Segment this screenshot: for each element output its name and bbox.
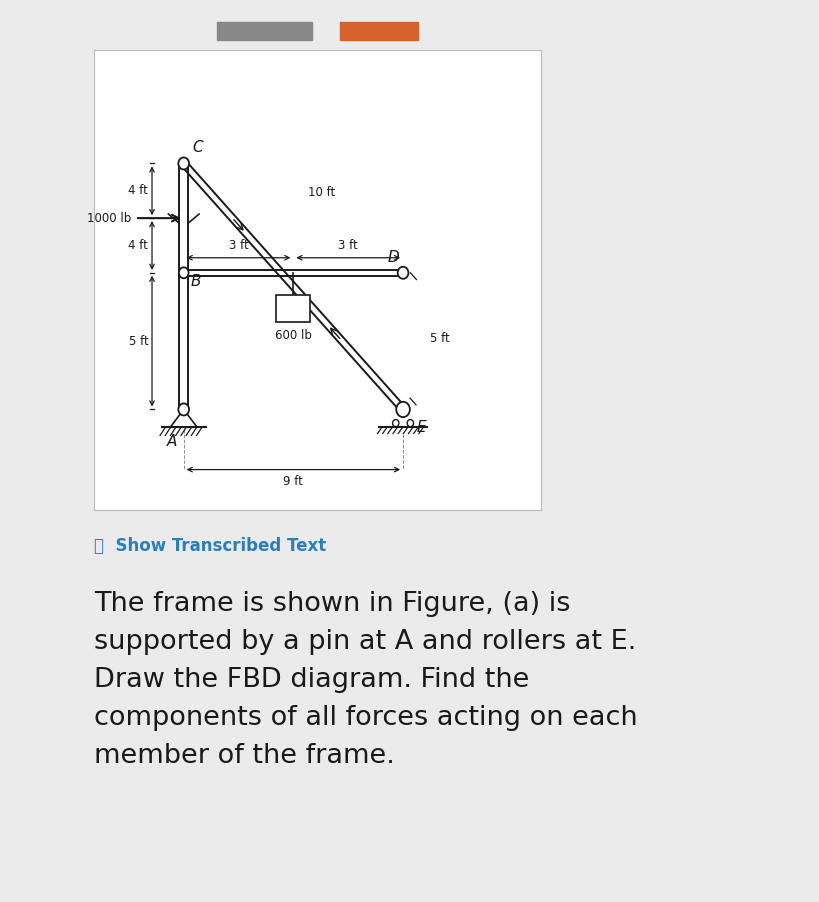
Text: ⓘ  Show Transcribed Text: ⓘ Show Transcribed Text <box>94 537 326 555</box>
Bar <box>217 22 311 40</box>
Text: 4 ft: 4 ft <box>129 184 148 198</box>
Text: 3 ft: 3 ft <box>229 239 248 253</box>
Polygon shape <box>181 161 405 412</box>
Circle shape <box>397 267 408 279</box>
Bar <box>276 295 310 322</box>
Text: 9 ft: 9 ft <box>283 475 303 488</box>
Circle shape <box>407 419 413 427</box>
Text: 10 ft: 10 ft <box>308 186 335 199</box>
Circle shape <box>396 401 410 417</box>
Circle shape <box>178 403 189 416</box>
Text: 1000 lb: 1000 lb <box>87 212 131 225</box>
Text: E: E <box>416 420 426 436</box>
Circle shape <box>392 419 398 427</box>
Circle shape <box>179 267 188 278</box>
Text: A: A <box>167 434 178 449</box>
Text: B: B <box>191 274 201 290</box>
Polygon shape <box>179 163 188 410</box>
Text: 5 ft: 5 ft <box>429 332 449 345</box>
Polygon shape <box>183 270 403 276</box>
Text: 5 ft: 5 ft <box>129 335 148 347</box>
Circle shape <box>178 158 189 170</box>
Text: 4 ft: 4 ft <box>129 239 148 252</box>
Text: 600 lb: 600 lb <box>274 329 311 342</box>
Polygon shape <box>170 410 197 428</box>
Text: 3 ft: 3 ft <box>338 239 358 253</box>
Text: C: C <box>192 140 202 155</box>
Bar <box>340 22 418 40</box>
Text: D: D <box>387 250 399 264</box>
Text: The frame is shown in Figure, (a) is
supported by a pin at A and rollers at E.
D: The frame is shown in Figure, (a) is sup… <box>94 591 637 769</box>
